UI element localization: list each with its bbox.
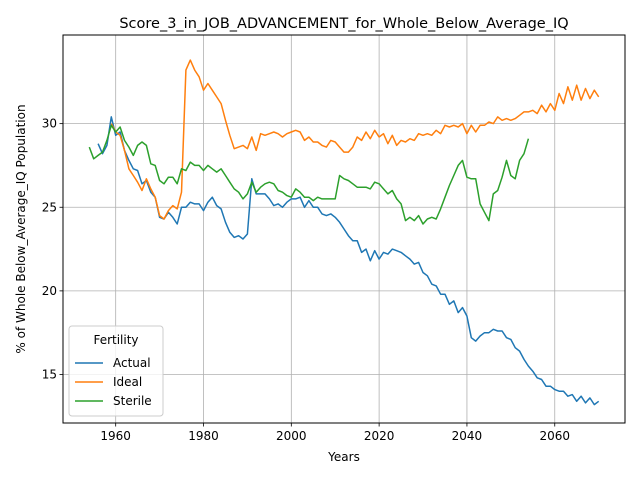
x-tick-label: 2060 [539,429,570,443]
legend-label-sterile: Sterile [113,394,152,408]
chart-title: Score_3_in_JOB_ADVANCEMENT_for_Whole_Bel… [119,16,568,32]
y-tick-label: 20 [42,284,57,298]
x-axis: 1960 1980 2000 2020 2040 2060 [100,423,570,443]
series-line-ideal [110,59,600,220]
grid [63,35,625,423]
x-tick-label: 2040 [452,429,483,443]
y-tick-label: 30 [42,117,57,131]
legend-label-actual: Actual [113,356,151,370]
legend-label-ideal: Ideal [113,375,142,389]
x-axis-label: Years [327,450,360,464]
legend: Fertility Actual Ideal Sterile [68,325,164,417]
x-tick-label: 1980 [188,429,219,443]
y-axis-label: % of Whole Below_Average_IQ Population [14,104,28,353]
series-layer [88,59,600,406]
legend-title: Fertility [93,333,138,347]
y-tick-label: 25 [42,200,57,214]
axes-frame [62,34,626,424]
x-tick-label: 2020 [364,429,395,443]
legend-box [68,325,164,417]
series-line-actual [97,116,600,406]
y-axis: 15 20 25 30 [42,117,63,382]
x-tick-label: 1960 [100,429,131,443]
y-tick-label: 15 [42,368,57,382]
series-line-sterile [88,124,530,225]
x-tick-label: 2000 [276,429,307,443]
